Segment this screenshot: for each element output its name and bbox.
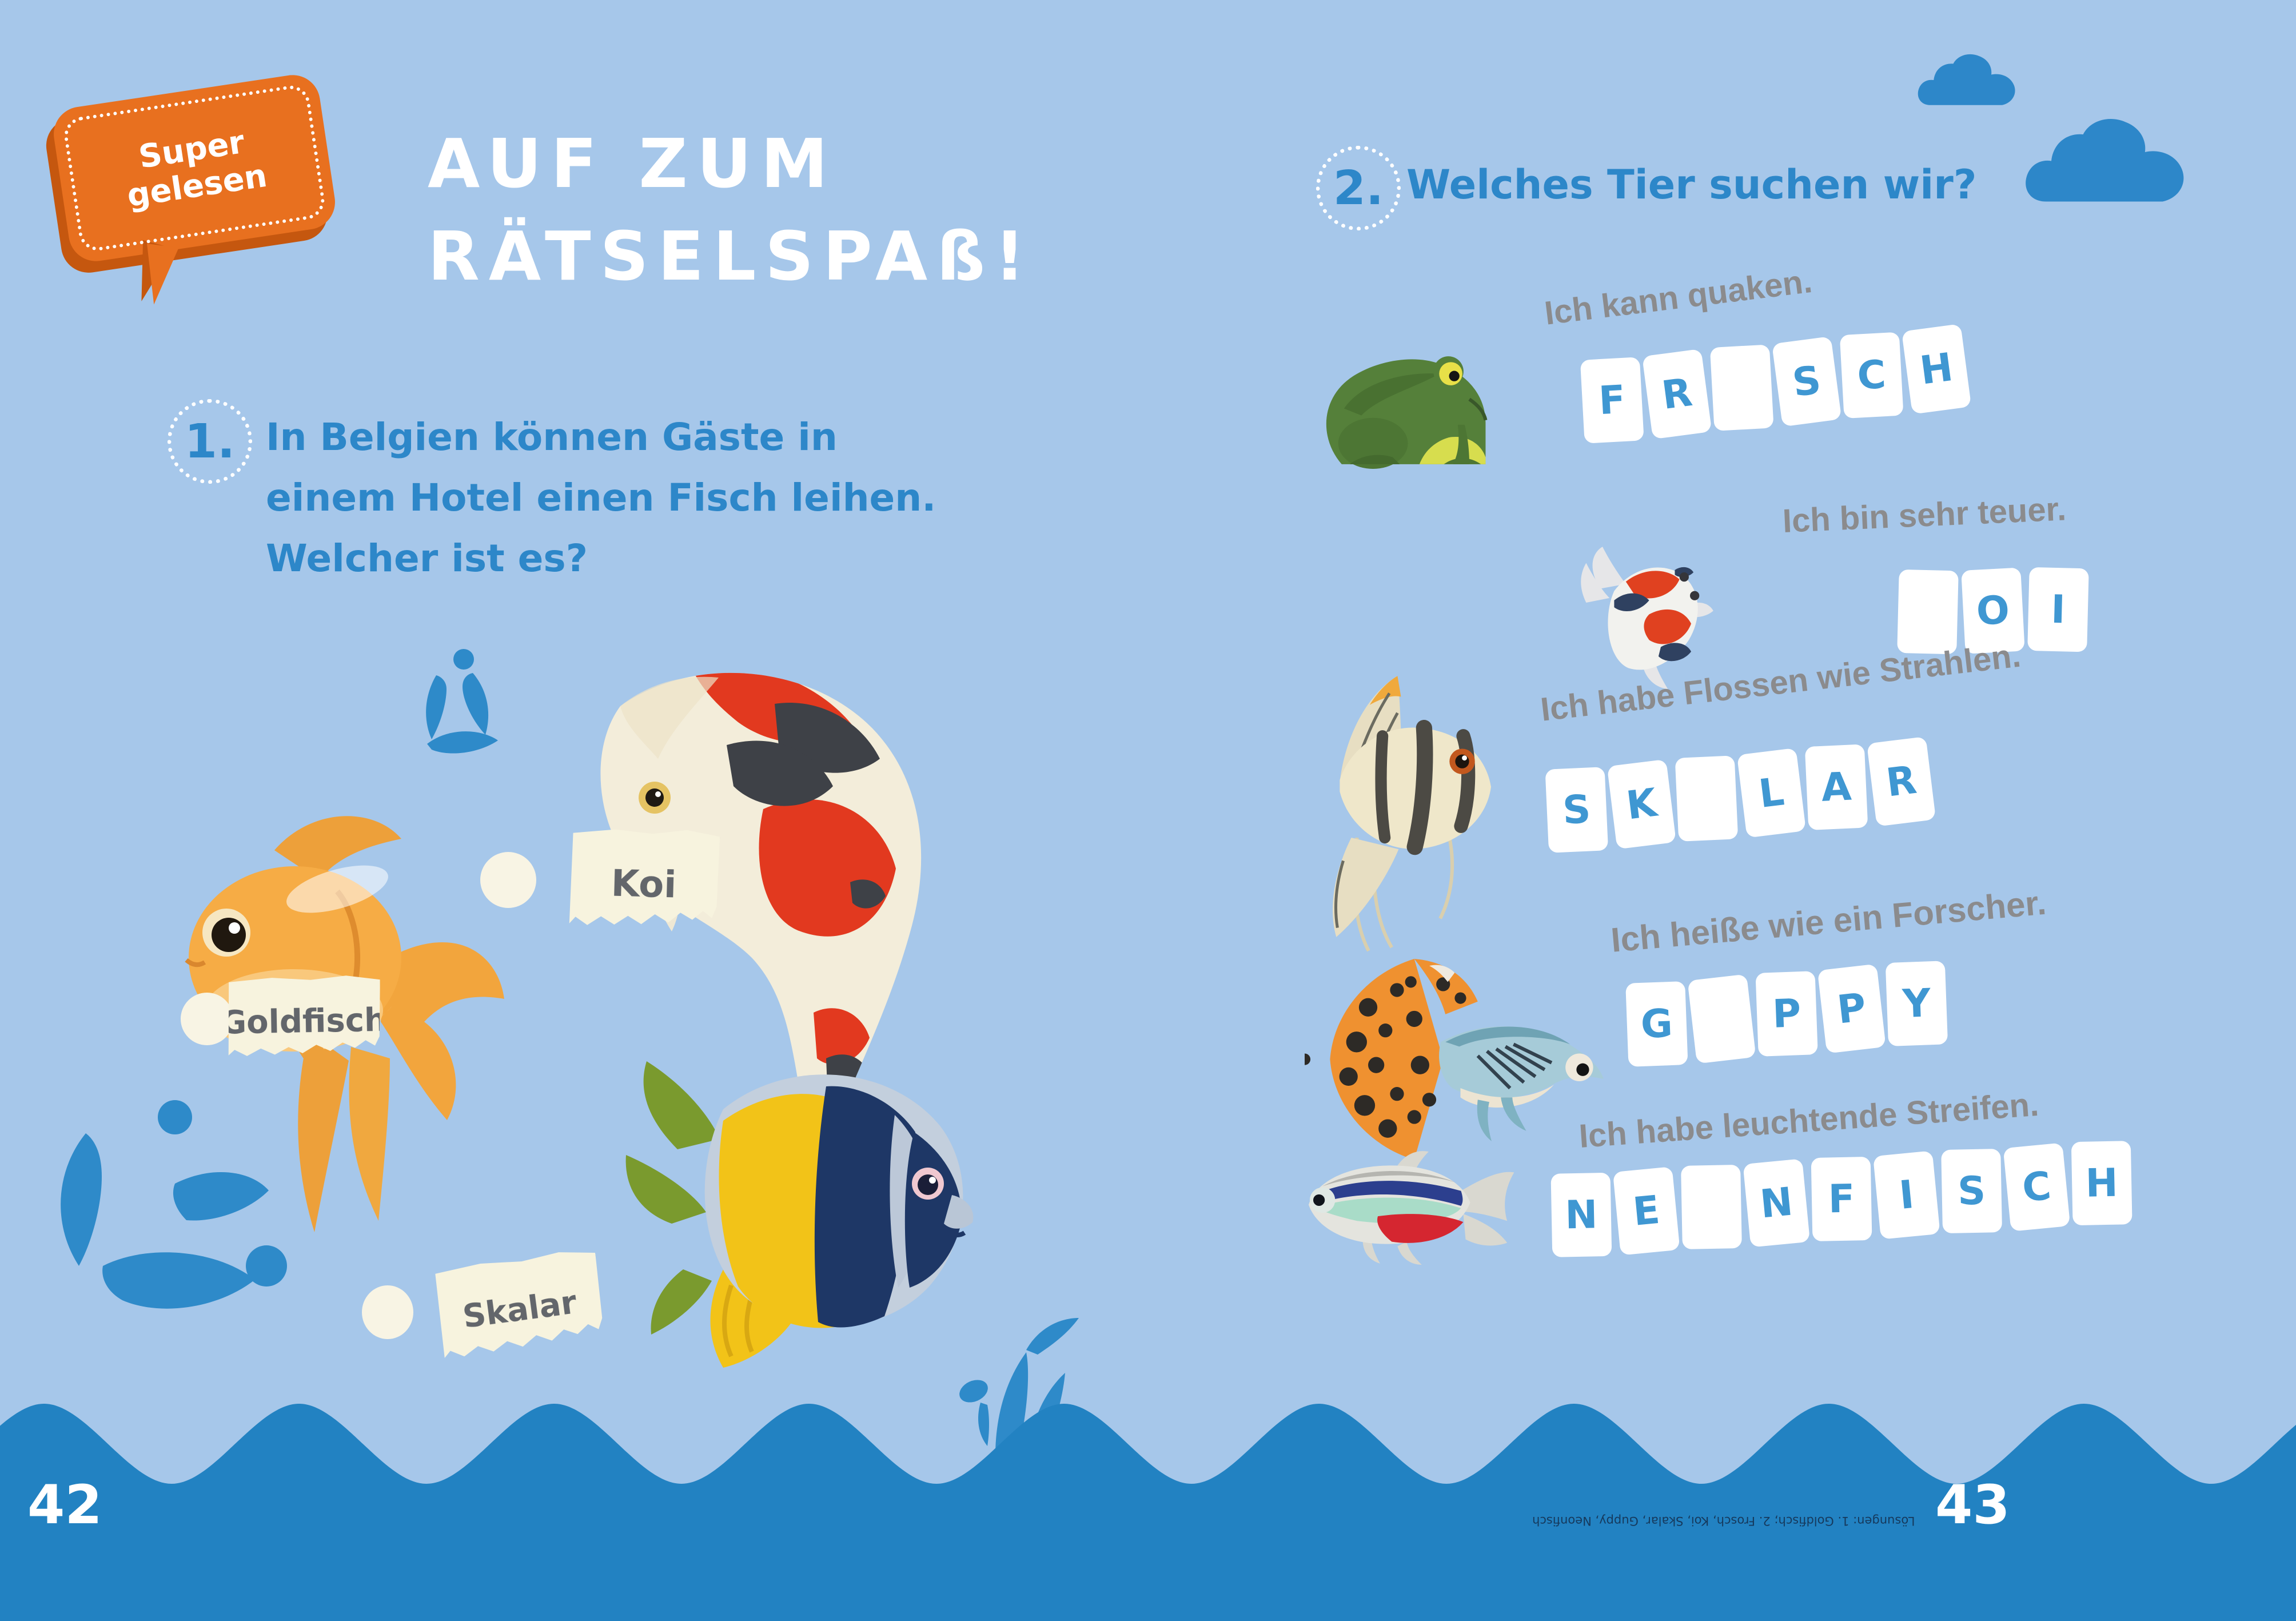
solutions-text-upside-down: Lösungen: 1. Goldfisch; 2. Frosch, Koi, … bbox=[1532, 1514, 1915, 1528]
letter-tile[interactable]: I bbox=[1873, 1150, 1940, 1240]
letter-tile[interactable]: P bbox=[1817, 963, 1886, 1054]
page-number-left: 42 bbox=[27, 1474, 102, 1536]
super-gelesen-badge: Super gelesen bbox=[50, 71, 339, 307]
question-1-line-1: In Belgien können Gäste in bbox=[266, 415, 838, 459]
letter-tile[interactable]: P bbox=[1755, 971, 1818, 1057]
letter-tile-empty[interactable] bbox=[1687, 974, 1756, 1064]
frog-illustration bbox=[1326, 356, 1488, 469]
title-line-1: AUF ZUM bbox=[428, 124, 838, 203]
letter-tile[interactable]: F bbox=[1580, 357, 1644, 444]
letter-tile[interactable]: Y bbox=[1885, 961, 1948, 1046]
letter-tile[interactable]: S bbox=[1941, 1149, 2003, 1234]
letter-tile-empty[interactable] bbox=[1675, 755, 1739, 842]
wave-footer bbox=[0, 1404, 2296, 1621]
title-line-2: RÄTSELSPAß! bbox=[428, 217, 1034, 296]
letter-tile[interactable]: S bbox=[1772, 336, 1842, 427]
letter-tile-empty[interactable] bbox=[1897, 569, 1959, 655]
riddle-clue: Ich kann quaken. bbox=[1542, 262, 1815, 332]
answer-label-goldfisch: Goldfisch bbox=[220, 1001, 388, 1042]
question-2-number: 2. bbox=[1316, 146, 1401, 230]
water-splash-small-icon bbox=[426, 649, 498, 754]
water-splash-large-icon bbox=[61, 1100, 287, 1309]
letter-tile[interactable]: E bbox=[1612, 1166, 1680, 1256]
question-1-number: 1. bbox=[168, 399, 252, 484]
badge-text: Super gelesen bbox=[50, 71, 338, 265]
letter-tile[interactable]: C bbox=[1839, 332, 1904, 419]
answer-label-koi: Koi bbox=[610, 862, 677, 907]
question-2-text: Welches Tier suchen wir? bbox=[1406, 161, 1977, 208]
guppy-illustration bbox=[1305, 958, 1604, 1158]
letter-tile[interactable]: N bbox=[1743, 1158, 1811, 1248]
koi-small-illustration bbox=[1581, 547, 1713, 689]
letter-tile[interactable]: I bbox=[2027, 567, 2089, 652]
letter-tile[interactable]: C bbox=[2003, 1142, 2071, 1232]
riddle-clue: Ich bin sehr teuer. bbox=[1781, 490, 2067, 540]
letter-tile-empty[interactable] bbox=[1709, 344, 1774, 431]
letter-tile[interactable]: A bbox=[1804, 744, 1868, 831]
letter-tile[interactable]: R bbox=[1642, 348, 1712, 440]
letter-tile[interactable]: N bbox=[1550, 1172, 1612, 1257]
letter-tile[interactable]: R bbox=[1867, 736, 1936, 827]
answer-label-skalar: Skalar bbox=[460, 1284, 579, 1336]
question-1-line-2: einem Hotel einen Fisch leihen. bbox=[266, 476, 936, 520]
cloud-icon bbox=[2026, 119, 2184, 202]
question-1-text: In Belgien können Gäste in einem Hotel e… bbox=[266, 407, 936, 589]
question-1-line-3: Welcher ist es? bbox=[266, 536, 588, 580]
cloud-icon bbox=[1918, 54, 2015, 105]
neon-tetra-illustration bbox=[1308, 1151, 1514, 1265]
letter-tile[interactable]: H bbox=[1902, 324, 1972, 415]
letter-tile[interactable]: K bbox=[1607, 759, 1676, 850]
letter-tile[interactable]: L bbox=[1736, 747, 1807, 838]
answer-circle-goldfisch[interactable] bbox=[181, 993, 233, 1045]
banner-fish-illustration bbox=[625, 1061, 974, 1368]
answer-circle-koi[interactable] bbox=[480, 852, 536, 908]
letter-tile[interactable]: G bbox=[1625, 981, 1688, 1067]
riddle-clue: Ich heiße wie ein Forscher. bbox=[1609, 883, 2048, 959]
riddle-clue: Ich habe leuchtende Streifen. bbox=[1577, 1085, 2040, 1155]
letter-tile-empty[interactable] bbox=[1681, 1164, 1742, 1249]
page-title: AUF ZUM RÄTSELSPAß! bbox=[428, 117, 1034, 302]
letter-tile[interactable]: H bbox=[2071, 1141, 2132, 1226]
angelfish-illustration bbox=[1333, 676, 1492, 952]
answer-circle-skalar[interactable] bbox=[362, 1285, 413, 1339]
letter-tile[interactable]: S bbox=[1545, 767, 1609, 853]
letter-tile[interactable]: F bbox=[1811, 1157, 1872, 1241]
answer-tag-skalar[interactable]: Skalar bbox=[431, 1246, 608, 1373]
page-number-right: 43 bbox=[1935, 1474, 2010, 1536]
